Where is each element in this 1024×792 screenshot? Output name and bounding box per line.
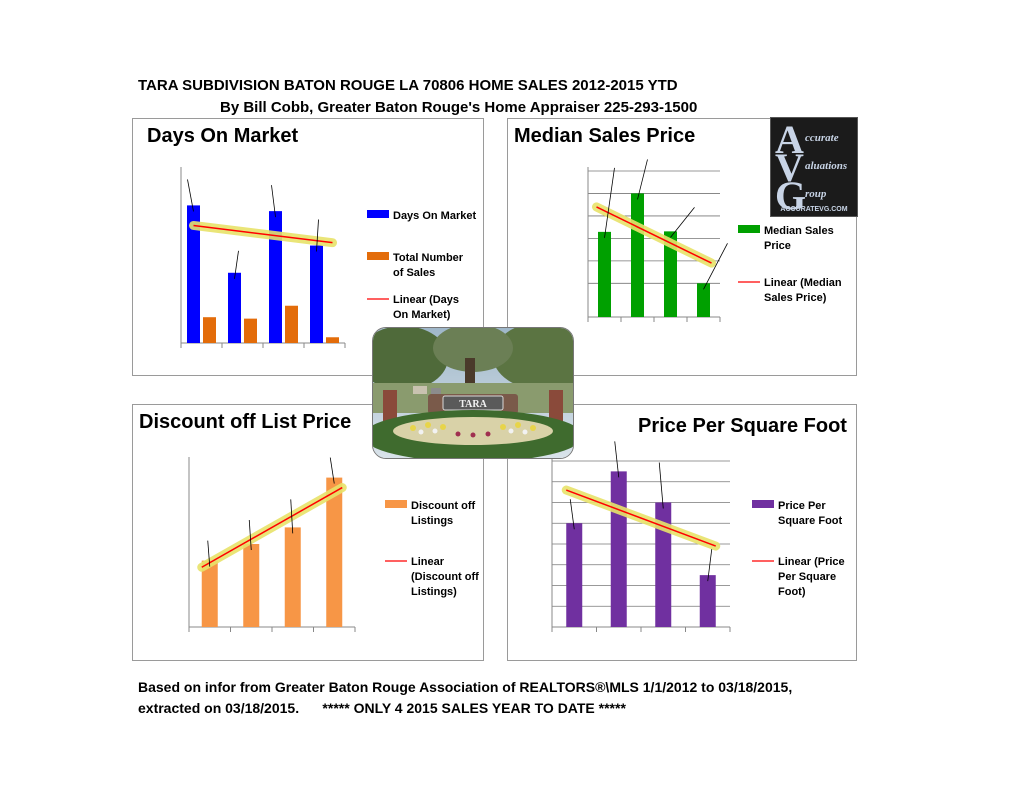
- leader-line: [670, 207, 695, 238]
- median-sales-price-title: Median Sales Price: [514, 125, 696, 147]
- bar-median_sales_price-2012: [598, 231, 611, 317]
- leader-line: [234, 250, 239, 279]
- leader-line: [614, 441, 620, 478]
- legend-label-line: Linear: [411, 556, 445, 568]
- leader-line: [707, 549, 713, 582]
- legend-label-line: Days On Market: [393, 210, 476, 222]
- bar-days_on_market-2013: [228, 272, 241, 343]
- logo-word-1: ccurate: [805, 132, 839, 144]
- legend-label-line: Total Number: [393, 252, 464, 264]
- legend-label: Linear (Days On Market): [393, 294, 459, 321]
- legend-label-line: Linear (Price: [778, 556, 845, 568]
- days-on-market-chart: Days On Market Total Number of Sales Linear…: [180, 167, 476, 348]
- legend-key-0: [752, 500, 774, 508]
- logo-word-3: roup: [805, 188, 827, 200]
- bar-discount_off_list-2012: [201, 560, 218, 627]
- legend-label-line: Linear (Median: [764, 277, 842, 289]
- bar-days_on_market-2015: [310, 245, 323, 343]
- bar-price_per_sqft-2014: [655, 502, 672, 627]
- avg-logo: A V G ccurate aluations roup ACCURATEVG.…: [770, 117, 858, 217]
- tara-entrance-photo: TARA: [372, 327, 574, 459]
- bar-days_on_market-2015: [326, 337, 339, 343]
- logo-word-2: aluations: [805, 160, 848, 172]
- bar-discount_off_list-2013: [243, 544, 260, 627]
- legend-label-line: Listings: [411, 515, 453, 527]
- bar-days_on_market-2014: [285, 305, 298, 343]
- trendline: [193, 224, 333, 244]
- legend-key-0: [367, 210, 389, 218]
- footer-note: Based on infor from Greater Baton Rouge …: [138, 677, 792, 719]
- bar-days_on_market-2014: [269, 211, 282, 343]
- legend-label-line: (Discount off: [411, 571, 479, 583]
- legend-label: Days On Market: [393, 210, 476, 222]
- legend-label-line: Sales Price): [764, 292, 827, 304]
- page-title: TARA SUBDIVISION BATON ROUGE LA 70806 HO…: [138, 77, 678, 94]
- trendline: [565, 489, 717, 547]
- leader-line: [658, 462, 664, 509]
- legend-label-line: Price Per: [778, 500, 826, 512]
- price-per-sqft-chart: Price Per Square Foot Linear (Price Per Squ…: [551, 441, 845, 632]
- legend-key-1: [367, 252, 389, 260]
- logo-letter-g: G: [775, 173, 807, 218]
- legend-label-line: Foot): [778, 586, 806, 598]
- photo-illustration: TARA: [373, 328, 573, 458]
- days-on-market-title: Days On Market: [147, 125, 299, 147]
- photo-sign-text: TARA: [459, 399, 487, 410]
- legend-key-0: [738, 225, 760, 233]
- legend-label: Linear (Price Per Square Foot): [778, 556, 845, 598]
- legend-label: Discount off Listings: [411, 500, 475, 527]
- price-per-sqft-title: Price Per Square Foot: [638, 415, 847, 437]
- legend-label-line: Median Sales: [764, 225, 834, 237]
- bar-days_on_market-2012: [187, 205, 200, 343]
- leader-line: [329, 457, 335, 484]
- legend-label-line: Price: [764, 240, 791, 252]
- leader-line: [703, 243, 728, 290]
- legend-label: Median Sales Price: [764, 225, 834, 252]
- legend-label-line: Listings): [411, 586, 457, 598]
- leader-line: [290, 499, 294, 534]
- legend-label-line: Discount off: [411, 500, 475, 512]
- discount-off-list-title: Discount off List Price: [139, 411, 352, 433]
- median-sales-price-chart: Median Sales Price Linear (Median Sales Pri…: [587, 159, 842, 322]
- footer-line-2: extracted on 03/18/2015. ***** ONLY 4 20…: [138, 700, 626, 716]
- bar-discount_off_list-2015: [326, 477, 343, 627]
- price-per-sqft-panel: Price Per Square Foot Price Per Square Fo…: [507, 404, 857, 661]
- footer-line-1: Based on infor from Greater Baton Rouge …: [138, 679, 793, 695]
- bar-days_on_market-2013: [244, 318, 257, 343]
- legend-label: Linear (Median Sales Price): [764, 277, 842, 304]
- legend-label: Total Number of Sales: [393, 252, 464, 279]
- logo-url: ACCURATEVG.COM: [780, 206, 848, 213]
- leader-line: [316, 219, 319, 252]
- bar-days_on_market-2012: [203, 317, 216, 343]
- legend-label-line: On Market): [393, 309, 451, 321]
- legend-label-line: Linear (Days: [393, 294, 459, 306]
- bar-price_per_sqft-2012: [566, 523, 583, 627]
- bar-median_sales_price-2013: [631, 193, 644, 317]
- legend-key-0: [385, 500, 407, 508]
- legend-label: Linear (Discount off Listings): [411, 556, 479, 598]
- leader-line: [637, 159, 648, 200]
- leader-line: [604, 167, 615, 238]
- days-on-market-panel: Days On Market Days On Market Total Numbe…: [132, 118, 484, 376]
- leader-line: [569, 499, 575, 530]
- logo-letter-a: A: [775, 117, 804, 162]
- trendline: [596, 206, 712, 264]
- bar-discount_off_list-2014: [284, 527, 301, 627]
- legend-label-line: of Sales: [393, 267, 435, 279]
- logo-letter-v: V: [775, 145, 804, 190]
- leader-line: [271, 185, 276, 218]
- bar-median_sales_price-2015: [697, 283, 710, 317]
- legend-label-line: Square Foot: [778, 515, 843, 527]
- legend-label: Price Per Square Foot: [778, 500, 843, 527]
- bar-price_per_sqft-2015: [699, 575, 716, 627]
- bar-median_sales_price-2014: [664, 231, 677, 317]
- bar-price_per_sqft-2013: [610, 471, 627, 627]
- page-subtitle: By Bill Cobb, Greater Baton Rouge's Home…: [220, 99, 698, 116]
- trendline: [201, 486, 343, 568]
- leader-line: [248, 519, 252, 551]
- leader-line: [187, 179, 194, 212]
- legend-label-line: Per Square: [778, 571, 836, 583]
- leader-line: [207, 540, 211, 567]
